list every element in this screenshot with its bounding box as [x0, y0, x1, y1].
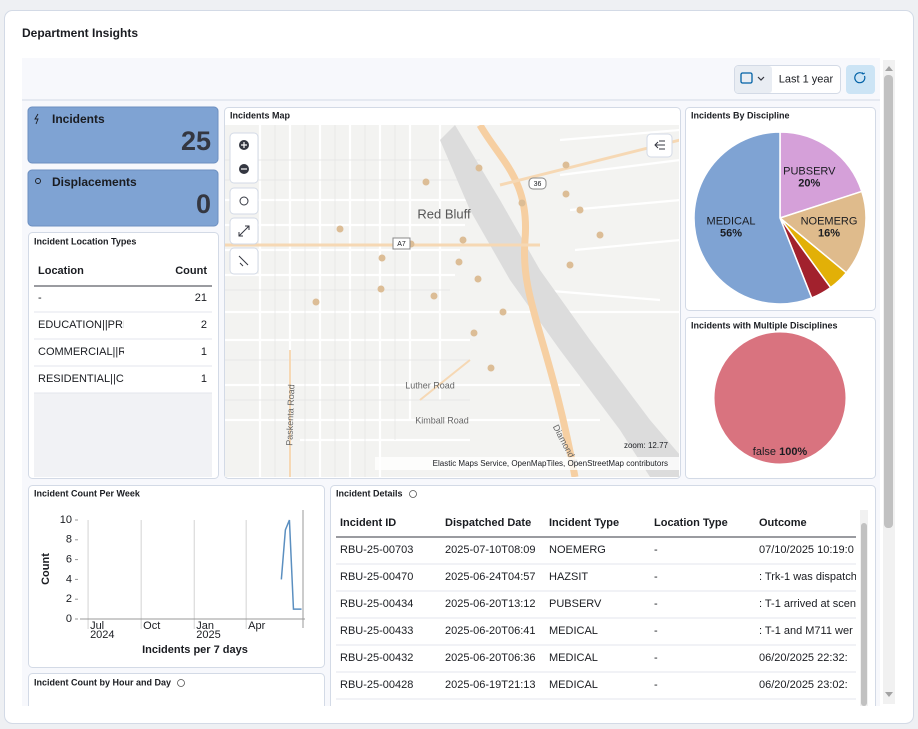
column-header: Incident ID — [340, 517, 396, 529]
x-axis-label: Incidents per 7 days — [142, 644, 248, 656]
panel-title: Incidents with Multiple Disciplines — [691, 320, 838, 330]
locate-button[interactable] — [230, 188, 258, 214]
time-range[interactable]: Last 1 year — [779, 73, 834, 85]
column-header: Incident Type — [549, 517, 619, 529]
cell: : T-1 and M711 wer — [759, 625, 853, 637]
panel-title: Incident Location Types — [34, 236, 136, 246]
cell: RBU-25-00428 — [340, 679, 413, 691]
cell: 2025-07-10T08:09 — [445, 544, 536, 556]
x-tick-line: Oct — [143, 620, 160, 632]
y-tick-label: 4 — [66, 573, 72, 585]
y-axis-label: Count — [40, 553, 52, 585]
cell: EDUCATION||PRE — [38, 319, 130, 331]
cell: - — [654, 652, 658, 664]
page-title: Department Insights — [22, 26, 138, 40]
cell: - — [654, 544, 658, 556]
cell: 2025-06-20T13:12 — [445, 598, 536, 610]
metric-label: Incidents — [52, 112, 105, 126]
table-empty-area — [34, 393, 212, 477]
cell: RBU-25-00470 — [340, 571, 413, 583]
x-tick-label: Apr — [248, 620, 265, 632]
cell: HAZSIT — [549, 571, 588, 583]
y-tick-label: 8 — [66, 534, 72, 546]
slice-value: 20% — [798, 178, 820, 190]
slice-name: NOEMERG — [801, 215, 858, 227]
y-tick-label: 2 — [66, 593, 72, 605]
cell: 06/20/2025 23:02: — [759, 679, 848, 691]
table-scroll-thumb[interactable] — [861, 523, 867, 706]
city-label: Red Bluff — [417, 206, 471, 221]
column-header: Dispatched Date — [445, 517, 531, 529]
y-tick-label: 0 — [66, 613, 72, 625]
cell: 06/20/2025 22:32: — [759, 652, 848, 664]
cell: RBU-25-00434 — [340, 598, 413, 610]
column-header: Count — [175, 265, 207, 277]
cell: 21 — [195, 292, 207, 304]
cell: COMMERCIAL||R — [38, 346, 126, 358]
zoom-level: zoom: 12.77 — [624, 441, 669, 450]
cell: - — [38, 292, 42, 304]
cell: 2025-06-19T21:13 — [445, 679, 536, 691]
cell: MEDICAL — [549, 625, 598, 637]
metric-label: Displacements — [52, 175, 137, 189]
pie-slice — [714, 332, 846, 464]
column-header: Location Type — [654, 517, 728, 529]
slice-label: false 100% — [753, 446, 808, 458]
metric-value: 0 — [196, 189, 211, 219]
x-tick-line: 2025 — [196, 629, 220, 641]
cell: RBU-25-00703 — [340, 544, 413, 556]
attribution[interactable]: Elastic Maps Service, OpenMapTiles, Open… — [433, 459, 668, 468]
cell: RBU-25-00433 — [340, 625, 413, 637]
cell: 07/10/2025 10:19:0 — [759, 544, 854, 556]
cell: - — [654, 571, 658, 583]
slice-value: 56% — [720, 227, 742, 239]
scroll-thumb[interactable] — [884, 75, 893, 528]
panel-title: Incident Count Per Week — [34, 488, 141, 498]
x-tick-line: 2024 — [90, 629, 114, 641]
panel-title: Incidents By Discipline — [691, 110, 790, 120]
slice-name: false — [753, 446, 776, 458]
cell: - — [654, 598, 658, 610]
shield-label: 36 — [534, 181, 542, 188]
road-label: Luther Road — [405, 380, 455, 390]
x-tick-line: Apr — [248, 620, 265, 632]
cell: - — [654, 625, 658, 637]
y-tick-label: 6 — [66, 554, 72, 566]
cell: 1 — [201, 373, 207, 385]
slice-value: 100% — [779, 446, 807, 458]
column-header: Outcome — [759, 517, 807, 529]
cell: : T-1 arrived at scen — [759, 598, 856, 610]
shield-label: A7 — [397, 241, 406, 248]
cell: MEDICAL — [549, 652, 598, 664]
cell: RBU-25-00432 — [340, 652, 413, 664]
cell: : Trk-1 was dispatch — [759, 571, 857, 583]
x-tick-label: Oct — [143, 620, 160, 632]
slice-name: PUBSERV — [783, 166, 836, 178]
panel-title: Incident Details — [336, 488, 403, 498]
cell: 2 — [201, 319, 207, 331]
cell: - — [654, 679, 658, 691]
cell: NOEMERG — [549, 544, 606, 556]
slice-value: 16% — [818, 227, 840, 239]
metric-value: 25 — [181, 126, 211, 156]
column-header: Location — [38, 265, 84, 277]
slice-name: MEDICAL — [707, 215, 756, 227]
cell: RESIDENTIAL||CO — [38, 373, 133, 385]
cell: 2025-06-20T06:36 — [445, 652, 536, 664]
panel-title: Incident Count by Hour and Day — [34, 677, 171, 687]
refresh-button[interactable] — [846, 65, 875, 94]
y-tick-label: 10 — [60, 514, 72, 526]
cell: 2025-06-24T04:57 — [445, 571, 536, 583]
chart-panel — [29, 486, 325, 668]
road-label: Kimball Road — [415, 415, 469, 425]
map[interactable]: Red Bluff Luther Road Kimball Road Paske… — [225, 125, 700, 477]
cell: 2025-06-20T06:41 — [445, 625, 536, 637]
cell: PUBSERV — [549, 598, 602, 610]
panel-title: Incidents Map — [230, 110, 291, 120]
cell: 1 — [201, 346, 207, 358]
cell: MEDICAL — [549, 679, 598, 691]
